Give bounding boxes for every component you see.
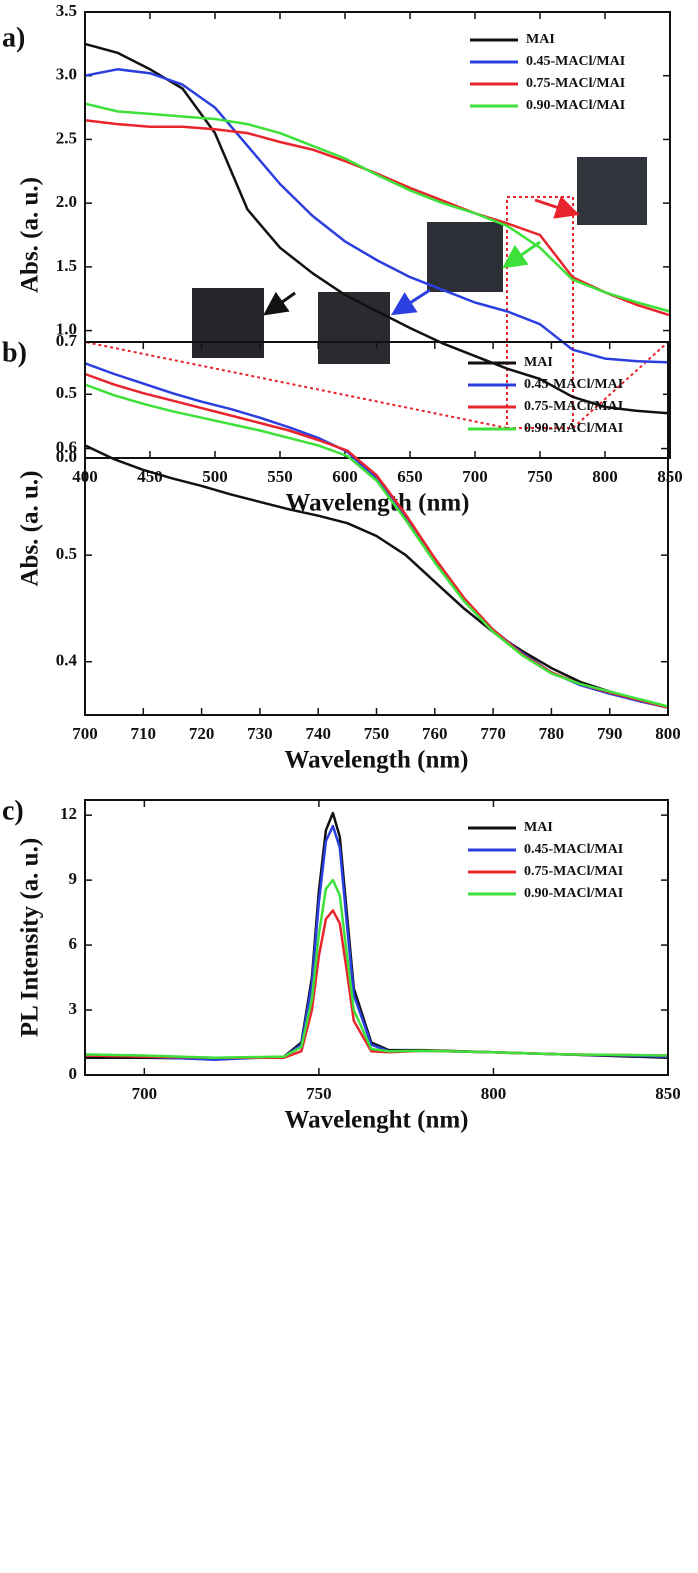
plot-frame bbox=[84, 799, 669, 1076]
y-tick-label: 0.5 bbox=[56, 544, 77, 563]
x-tick-label: 750 bbox=[527, 467, 553, 486]
arrow bbox=[263, 291, 296, 316]
line-series bbox=[84, 824, 669, 1062]
legend-label: 0.75-MACl/MAI bbox=[524, 399, 623, 414]
panel: c) 700 750 800 850 0 3 6 9 12 Wavelenght (nm) PL In… bbox=[2, 795, 681, 1133]
line-series bbox=[84, 68, 671, 364]
film-photo bbox=[318, 292, 390, 364]
panel-label: a) bbox=[2, 22, 25, 53]
arrow bbox=[502, 240, 541, 269]
panel: a)400 450 500 550 600 650 700 750 800 8500.00.51.… bbox=[2, 1, 683, 517]
line-series bbox=[84, 909, 669, 1059]
film-photo bbox=[192, 288, 264, 358]
legend-label: 0.90-MACl/MAI bbox=[524, 421, 623, 436]
x-tick-label: 760 bbox=[422, 724, 448, 743]
x-tick-label: 740 bbox=[305, 724, 331, 743]
x-tick-label: 600 bbox=[332, 467, 358, 486]
y-tick-label: 3 bbox=[69, 999, 78, 1018]
arrow bbox=[390, 288, 431, 316]
y-tick-label: 2.0 bbox=[56, 192, 77, 211]
film-photos bbox=[192, 157, 647, 364]
x-tick-label: 770 bbox=[480, 724, 506, 743]
x-tick-label: 720 bbox=[189, 724, 215, 743]
line-series bbox=[84, 444, 669, 709]
x-tick-label: 780 bbox=[539, 724, 565, 743]
x-tick-label: 650 bbox=[397, 467, 423, 486]
line-series bbox=[84, 42, 671, 415]
zoom-box bbox=[506, 196, 574, 429]
x-axis-label: Wavelength (nm) bbox=[284, 747, 468, 774]
plot-frame bbox=[84, 341, 669, 716]
x-tick-label: 790 bbox=[597, 724, 623, 743]
legend-label: 0.45-MACl/MAI bbox=[526, 54, 625, 69]
y-tick-label: 0.7 bbox=[56, 331, 78, 350]
y-axis-label: Abs. (a. u.) bbox=[17, 177, 44, 293]
y-tick-label: 6 bbox=[69, 934, 78, 953]
x-tick-label: 700 bbox=[72, 724, 98, 743]
y-tick-label: 2.5 bbox=[56, 128, 77, 147]
y-tick-label: 9 bbox=[69, 869, 78, 888]
y-tick-label: 0.6 bbox=[56, 437, 77, 456]
x-tick-label: 800 bbox=[481, 1084, 507, 1103]
x-tick-label: 800 bbox=[655, 724, 681, 743]
y-axis-label: PL Intensity (a. u.) bbox=[17, 838, 44, 1037]
y-tick-label: 0.5 bbox=[56, 383, 77, 402]
x-tick-label: 700 bbox=[132, 1084, 158, 1103]
x-tick-label: 550 bbox=[267, 467, 293, 486]
x-tick-label: 730 bbox=[247, 724, 273, 743]
legend-label: MAI bbox=[524, 355, 553, 370]
x-tick-label: 850 bbox=[655, 1084, 681, 1103]
x-tick-label: 800 bbox=[592, 467, 618, 486]
x-tick-label: 850 bbox=[657, 467, 683, 486]
arrows bbox=[263, 195, 580, 316]
y-tick-label: 1.5 bbox=[56, 256, 77, 275]
y-tick-label: 3.5 bbox=[56, 1, 77, 20]
y-tick-label: 0 bbox=[69, 1064, 78, 1083]
plot-frame bbox=[84, 11, 671, 459]
panel-label: c) bbox=[2, 795, 24, 826]
legend-label: MAI bbox=[524, 820, 553, 835]
x-tick-label: 450 bbox=[137, 467, 163, 486]
x-tick-label: 500 bbox=[202, 467, 228, 486]
y-tick-label: 0.0 bbox=[56, 447, 77, 466]
x-tick-label: 710 bbox=[131, 724, 157, 743]
legend-label: 0.75-MACl/MAI bbox=[524, 864, 623, 879]
line-series bbox=[84, 878, 669, 1059]
film-photo bbox=[427, 222, 503, 292]
legend-label: 0.45-MACl/MAI bbox=[524, 377, 623, 392]
legend-label: 0.90-MACl/MAI bbox=[526, 98, 625, 113]
x-tick-label: 700 bbox=[462, 467, 488, 486]
y-tick-label: 3.0 bbox=[56, 65, 77, 84]
film-photo bbox=[577, 157, 647, 225]
y-axis-label: Abs. (a. u.) bbox=[17, 471, 44, 587]
panel-label: b) bbox=[2, 337, 27, 368]
zoom-decoration bbox=[84, 196, 669, 429]
y-tick-label: 1.0 bbox=[56, 319, 77, 338]
y-tick-label: 12 bbox=[60, 804, 77, 823]
y-tick-label: 0.4 bbox=[56, 651, 78, 670]
line-series bbox=[84, 383, 669, 708]
line-series bbox=[84, 102, 671, 313]
x-axis-label: Wavelength (nm) bbox=[285, 490, 469, 517]
legend-label: MAI bbox=[526, 32, 555, 47]
legend-label: 0.75-MACl/MAI bbox=[526, 76, 625, 91]
legend-label: 0.45-MACl/MAI bbox=[524, 842, 623, 857]
x-tick-label: 750 bbox=[306, 1084, 332, 1103]
x-axis-label: Wavelenght (nm) bbox=[284, 1107, 468, 1134]
panel: b) 700 710 720 730 740 750 760 770 780 790 800 0.4 0.… bbox=[2, 331, 681, 774]
legend-label: 0.90-MACl/MAI bbox=[524, 886, 623, 901]
x-tick-label: 750 bbox=[364, 724, 390, 743]
arrow bbox=[534, 195, 580, 219]
